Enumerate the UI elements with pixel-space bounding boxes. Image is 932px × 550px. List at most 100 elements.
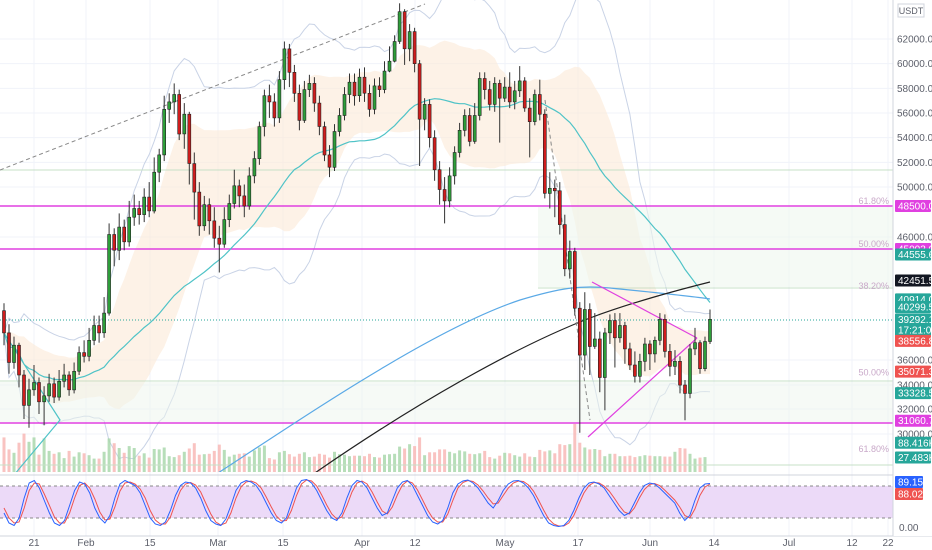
candle [92, 315, 96, 346]
volume-bar [42, 438, 46, 472]
volume-bar [72, 456, 76, 472]
volume-bar [122, 452, 126, 472]
candle [242, 184, 247, 218]
oscillator-d-line [3, 479, 711, 527]
volume-bar [628, 455, 632, 472]
volume-bar [333, 451, 336, 472]
candle [37, 377, 41, 414]
fib-level-labels: 61.80% 50.00% 38.20% 50.00% 61.80% [858, 196, 889, 454]
moving-average-100 [218, 286, 711, 472]
currency-label: USDT [899, 6, 924, 16]
candle [237, 179, 242, 208]
candle [102, 297, 106, 338]
candle [157, 148, 161, 183]
volume-bar [227, 456, 231, 472]
volume-bar [343, 454, 346, 472]
candle [7, 324, 11, 374]
candle [387, 46, 392, 73]
time-tick-label: Jun [642, 538, 658, 549]
candle [267, 84, 272, 118]
volume-bar [438, 449, 442, 472]
candle [57, 370, 61, 401]
volume-bar [252, 450, 256, 472]
price-badge: 39292.19 [895, 313, 932, 326]
volume-bar [558, 444, 562, 472]
time-tick-label: 17 [572, 538, 584, 549]
candle [412, 27, 417, 73]
candle [698, 340, 702, 374]
candle [292, 64, 297, 102]
candle [352, 73, 357, 106]
volume-bar [683, 448, 687, 472]
candle [52, 377, 56, 403]
candle [708, 309, 712, 344]
price-tick-label: 36000.00 [897, 356, 932, 367]
volume-bar [77, 452, 81, 472]
candle [187, 111, 192, 185]
fib-level-label: 50.00% [858, 368, 889, 378]
price-tick-label: 32000.00 [897, 405, 932, 416]
volume-bar [358, 455, 361, 472]
candle [663, 314, 667, 358]
volume-bar [643, 455, 647, 472]
candle [648, 340, 652, 370]
volume-bar [12, 452, 16, 472]
volume-bar [312, 456, 316, 472]
volume-bar [192, 443, 196, 472]
price-badge: 38556.83 [895, 334, 932, 347]
svg-text:27.483K: 27.483K [898, 453, 932, 464]
volume-bar [302, 452, 306, 472]
candle [47, 373, 51, 402]
candle [572, 247, 577, 316]
volume-bar [257, 447, 261, 472]
volume-bar [553, 453, 557, 472]
volume-bar [618, 456, 622, 472]
candle [17, 342, 21, 388]
candle [703, 336, 707, 372]
price-tick-label: 50000.00 [897, 183, 932, 194]
candle [172, 83, 176, 115]
time-axis-labels: 21 Feb 15 Mar 15 Apr 12 May 17 Jun 14 Jul 12 22 [28, 538, 894, 549]
candle [137, 200, 141, 225]
volume-bar [232, 454, 236, 472]
candle [97, 315, 101, 343]
candle [597, 331, 602, 393]
volume-bar [608, 453, 612, 472]
candle [147, 182, 151, 218]
candle [527, 98, 532, 158]
candle [62, 363, 66, 388]
volume-bar [323, 454, 326, 472]
candle [132, 194, 136, 226]
volume-bar [107, 438, 111, 472]
candle [342, 87, 347, 121]
volume-bar [688, 453, 692, 472]
volume-bar [623, 456, 627, 472]
volume-bar [37, 454, 41, 472]
candle [397, 3, 402, 44]
candle [638, 353, 642, 383]
candle [222, 207, 227, 248]
candle [467, 108, 472, 147]
time-tick-label: 12 [409, 538, 421, 549]
volume-bar [588, 449, 592, 472]
candle [182, 103, 187, 149]
volume-bar [523, 453, 527, 472]
fib-level-label: 61.80% [858, 444, 889, 454]
volume-bar [478, 453, 482, 472]
candle [232, 169, 237, 209]
volume-bar [368, 453, 371, 472]
volume-bar [142, 453, 146, 472]
volume-bar [348, 456, 351, 472]
volume-bar [338, 454, 341, 472]
candle [82, 340, 86, 363]
candle [592, 313, 597, 349]
candle [552, 179, 557, 218]
price-badge: 33328.57 [895, 387, 932, 400]
volume-bar [678, 448, 682, 472]
oscillator-value-badge: 88.02 [895, 488, 923, 501]
volume-bar [157, 449, 161, 472]
fib-level-label: 50.00% [858, 239, 889, 249]
candle [67, 371, 71, 396]
candle [87, 327, 91, 362]
